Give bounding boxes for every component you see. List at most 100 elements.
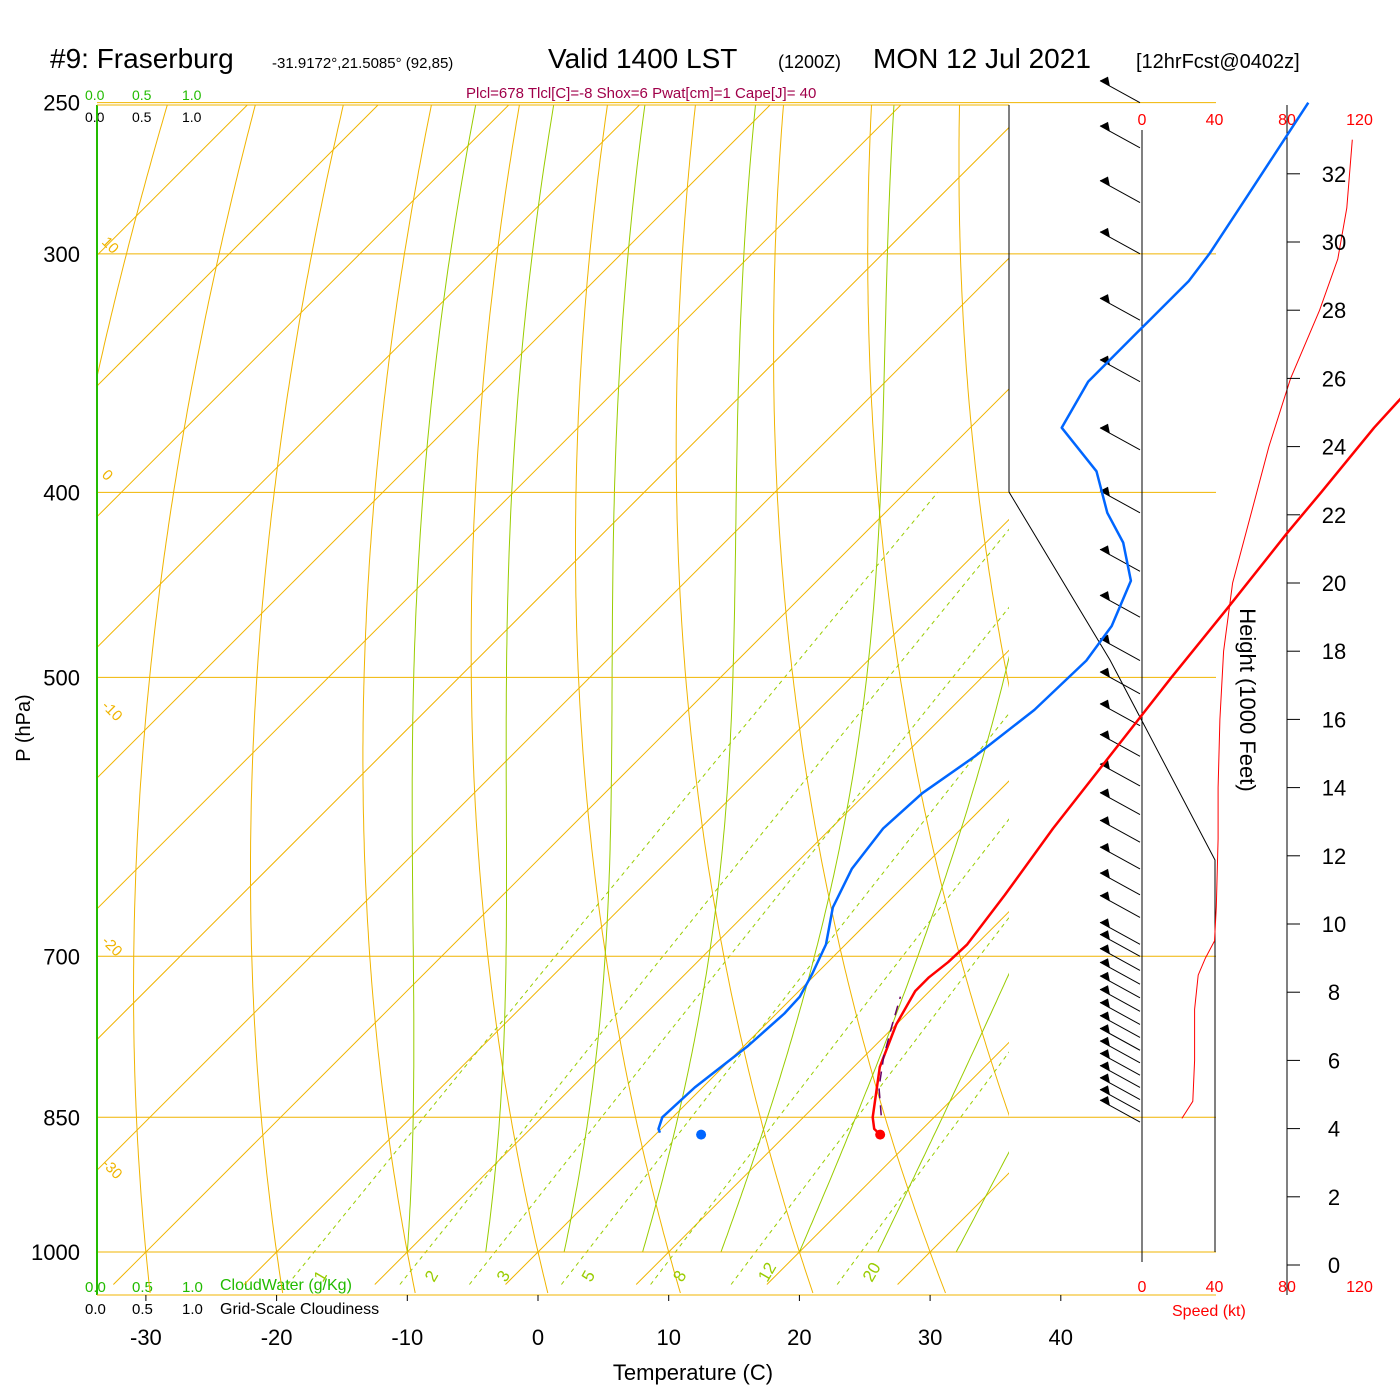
moist-adiabat-line: [720, 105, 895, 1253]
x-tick-label: -10: [391, 1325, 423, 1350]
cloudwater-tick-bottom-1: 0.5: [132, 1279, 153, 1296]
mixing-ratio-line: [287, 491, 939, 1285]
height-tick-label: 22: [1322, 503, 1346, 528]
wind-barb-pennant: [1100, 1049, 1110, 1060]
height-axis-title: Height (1000 Feet): [1235, 608, 1260, 791]
isotherm-label: -10: [98, 697, 125, 724]
height-tick-label: 14: [1322, 776, 1346, 801]
chart-title-utc: (1200Z): [778, 52, 841, 72]
x-tick-label: 30: [918, 1325, 942, 1350]
height-tick-label: 20: [1322, 571, 1346, 596]
height-tick-label: 0: [1328, 1253, 1340, 1278]
isotherm-line: [97, 105, 902, 910]
y-tick-label: 500: [43, 665, 80, 690]
cloudiness-tick-top-1: 0.5: [132, 109, 152, 125]
plot-frame: [96, 102, 1216, 1296]
cloudiness-label: Grid-Scale Cloudiness: [220, 1301, 379, 1318]
wind-barb: [1099, 891, 1141, 918]
height-tick-label: 2: [1328, 1185, 1340, 1210]
wind-barb: [1099, 816, 1141, 843]
wind-barb-pennant: [1100, 294, 1110, 305]
wind-barb: [1099, 930, 1141, 957]
wind-speed-curve: [1181, 139, 1353, 1119]
isotherm-line: [374, 649, 1009, 1285]
wind-barb-pennant: [1100, 699, 1110, 710]
speed-tick-label-bottom: 0: [1138, 1279, 1147, 1296]
height-tick-label: 6: [1328, 1048, 1340, 1073]
mixing-ratio-label: 3: [493, 1267, 514, 1285]
isotherm-line: [97, 105, 641, 649]
wind-barb-pennant: [1100, 891, 1110, 902]
wind-barb-pennant: [1100, 759, 1110, 770]
wind-barb: [1099, 1049, 1141, 1076]
wind-barb: [1099, 998, 1141, 1025]
wind-barb-pennant: [1100, 545, 1110, 556]
wind-barb: [1099, 176, 1141, 203]
y-tick-label: 1000: [31, 1240, 80, 1265]
chart-title-forecast: [12hrFcst@0402z]: [1136, 51, 1300, 73]
wind-barb: [1099, 788, 1141, 815]
wind-barb: [1099, 1061, 1141, 1088]
dry-adiabat-line: [470, 105, 549, 1294]
y-tick-label: 250: [43, 91, 80, 116]
surface-temperature-point: [875, 1129, 886, 1140]
wind-barb-pennant: [1100, 958, 1110, 969]
wind-barb: [1099, 971, 1141, 999]
height-tick-label: 28: [1322, 298, 1346, 323]
cloudwater-tick-bottom-0: 0.0: [85, 1279, 106, 1296]
cloudiness-tick-top-2: 1.0: [182, 109, 202, 125]
x-tick-label: 0: [532, 1325, 544, 1350]
x-tick-label: 20: [787, 1325, 811, 1350]
wind-barb: [1099, 667, 1141, 695]
dry-adiabat-line: [1312, 105, 1400, 1293]
temperature-line: [871, 397, 1400, 1136]
mixing-ratio-label: 8: [669, 1267, 690, 1285]
wind-barb-pennant: [1100, 591, 1110, 602]
wind-barb: [1099, 121, 1141, 149]
speed-tick-label-bottom: 120: [1346, 1279, 1373, 1296]
isotherm-label: -30: [98, 1155, 125, 1182]
wind-barb: [1099, 759, 1141, 787]
wind-barb-pennant: [1100, 730, 1110, 741]
isotherm-line: [113, 388, 1009, 1285]
isotherm-line: [766, 1041, 1009, 1285]
mixing-ratio-line: [399, 528, 1009, 1285]
moist-adiabat-line: [563, 105, 646, 1253]
wind-barb: [1099, 1073, 1141, 1100]
wind-barb-pennant: [1100, 486, 1110, 497]
wind-barb-pennant: [1100, 788, 1110, 799]
wind-barb: [1099, 634, 1141, 662]
wind-barb: [1099, 486, 1141, 514]
cloudiness-tick-bottom-2: 1.0: [182, 1301, 203, 1318]
wind-barb-pennant: [1100, 971, 1110, 982]
height-tick-label: 10: [1322, 912, 1346, 937]
cloudiness-tick-top-0: 0.0: [85, 109, 105, 125]
dry-adiabat-line: [362, 105, 432, 1294]
wind-barb: [1099, 842, 1141, 870]
speed-axis-title: Speed (kt): [1172, 1303, 1246, 1320]
speed-tick-label-top: 0: [1138, 112, 1147, 129]
wind-barb: [1099, 1036, 1141, 1064]
isotherm-line: [243, 518, 1009, 1285]
mixing-ratio-label: 5: [578, 1267, 599, 1285]
wind-barb-pennant: [1100, 930, 1110, 941]
wind-barb: [1099, 227, 1141, 255]
isotherm-line: [635, 910, 1009, 1285]
axes: -30 -20 -10 0 10 20 30 402503004005007008501000…: [31, 91, 1373, 1350]
wind-barb: [1099, 76, 1141, 104]
y-axis-title: P (hPa): [13, 694, 35, 761]
cloudwater-tick-top-0: 0.0: [85, 87, 105, 103]
isotherm-line: [1159, 69, 1400, 1285]
wind-barb: [1099, 355, 1141, 383]
cloudwater-tick-bottom-2: 1.0: [182, 1279, 203, 1296]
height-tick-label: 24: [1322, 435, 1346, 460]
wind-barb-pennant: [1100, 227, 1110, 238]
isotherm-line: [97, 105, 379, 387]
isotherm-line: [97, 105, 771, 779]
dry-adiabat-line: [97, 105, 168, 380]
wind-area: [1099, 76, 1353, 1123]
isotherm-line: [97, 257, 1009, 1171]
x-tick-label: -30: [130, 1325, 162, 1350]
mixing-ratio-label: 20: [859, 1259, 885, 1285]
isotherm-line: [97, 126, 1009, 1041]
